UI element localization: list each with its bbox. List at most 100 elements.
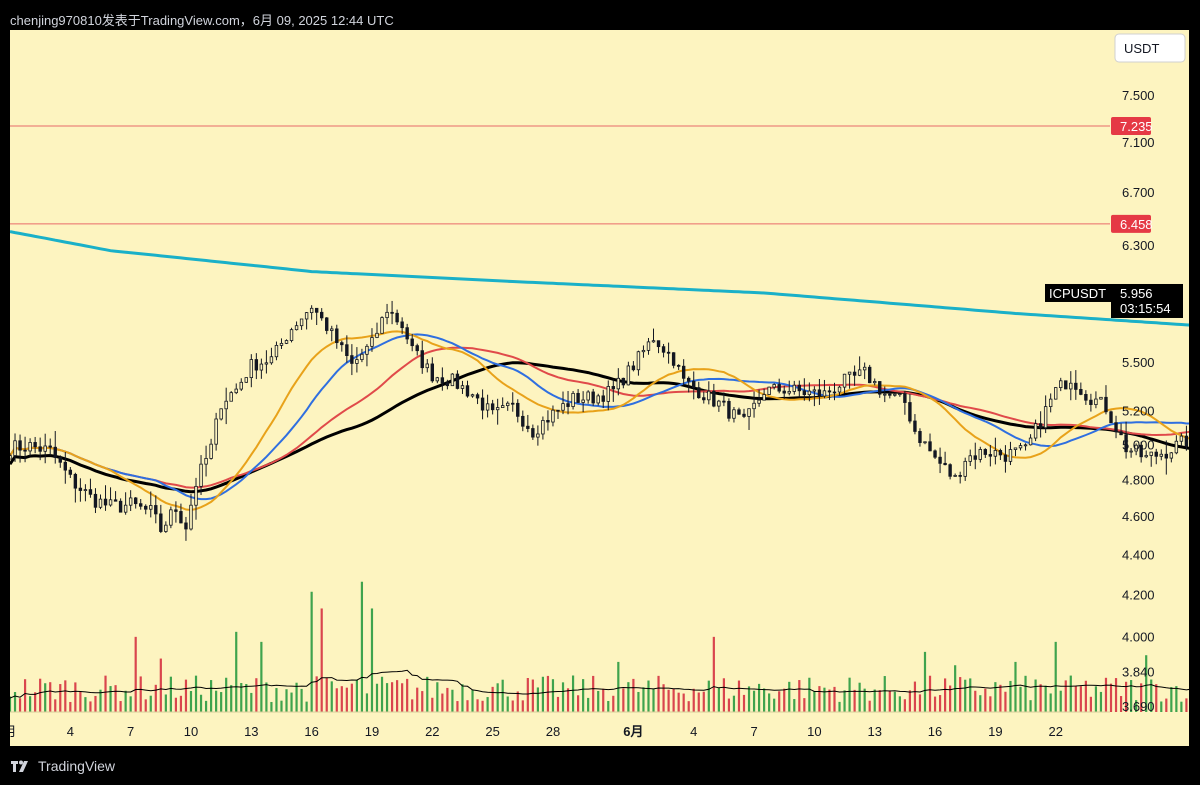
volume-bar — [1039, 684, 1042, 712]
candle-body — [697, 387, 701, 399]
volume-bar — [979, 695, 982, 712]
candle-body — [304, 312, 309, 320]
ma-60-line — [10, 346, 1189, 489]
candle-body — [661, 346, 666, 353]
volume-bar — [164, 694, 167, 712]
candlestick-chart[interactable]: 7.500 7.100 6.700 6.300 5.500 5.200 5.000 4.800… — [10, 30, 1189, 746]
volume-bar — [441, 693, 444, 712]
candle-body — [727, 400, 731, 419]
candle-body — [410, 338, 414, 347]
volume-bar — [959, 677, 962, 712]
volume-bar — [707, 680, 710, 712]
volume-bar — [59, 684, 62, 712]
volume-bar — [692, 688, 695, 712]
candle-body — [299, 318, 304, 327]
volume-bar — [184, 679, 188, 712]
candle-body — [1139, 444, 1143, 458]
volume-bar — [39, 678, 42, 712]
candle-body — [224, 400, 228, 410]
candle-body — [475, 394, 480, 399]
candle-body — [1159, 453, 1163, 457]
volume-bar — [94, 695, 97, 712]
tradingview-logo-icon — [11, 760, 28, 772]
volume-bar — [1004, 691, 1007, 712]
volume-bar — [235, 631, 238, 712]
volume-bar — [903, 699, 906, 712]
volume-bar — [481, 700, 484, 712]
volume-bar — [406, 678, 409, 712]
candle-body — [500, 405, 505, 408]
candle-body — [335, 328, 339, 344]
candle-body — [325, 317, 329, 331]
volume-bar — [1150, 679, 1153, 712]
volume-bar — [622, 688, 625, 712]
level-badge-label: 6.458 — [1120, 217, 1153, 232]
candle-body — [490, 403, 495, 411]
candle-body — [264, 362, 269, 365]
volume-bar — [370, 608, 374, 712]
candle-body — [712, 390, 716, 407]
volume-bar — [883, 676, 886, 712]
volume-bar — [677, 692, 680, 712]
candle-body — [390, 311, 394, 314]
volume-bar — [984, 688, 987, 712]
candle-body — [445, 382, 450, 387]
volume-bar — [1014, 661, 1017, 712]
volume-bar — [199, 694, 203, 712]
volume-bar — [1160, 701, 1163, 712]
candle-body — [792, 384, 796, 392]
candle-body — [963, 460, 967, 477]
volume-bar — [260, 641, 263, 712]
volume-bar — [350, 683, 353, 712]
candle-body — [1164, 453, 1169, 459]
price-tick-label: 7.500 — [1122, 88, 1155, 103]
volume-bar — [662, 684, 665, 712]
price-tick-label: 4.600 — [1122, 509, 1155, 524]
volume-bar — [1009, 680, 1012, 712]
candle-body — [1043, 406, 1048, 429]
last-price-value: 5.956 — [1120, 286, 1153, 301]
volume-bar — [571, 675, 575, 712]
candle-body — [189, 504, 193, 530]
candle-body — [913, 420, 917, 432]
candle-body — [878, 381, 882, 395]
candle-body — [807, 390, 812, 396]
candle-body — [1119, 431, 1123, 436]
candle-body — [626, 365, 631, 386]
chart-attribution: chenjing970810发表于TradingView.com，6月 09, … — [10, 13, 394, 28]
candle-body — [511, 402, 515, 405]
candle-body — [621, 377, 626, 386]
candle-body — [812, 389, 817, 392]
volume-bar — [255, 678, 258, 712]
volume-bar — [1155, 684, 1158, 712]
last-price-badge — [1111, 283, 1183, 318]
volume-bar — [1064, 680, 1067, 712]
volume-bar — [401, 683, 404, 712]
volume-bar — [818, 686, 821, 712]
candle-body — [611, 386, 615, 390]
volume-bar — [431, 697, 434, 712]
x-tick-label: 7 — [127, 724, 134, 739]
volume-bar — [516, 691, 519, 712]
candle-body — [33, 442, 37, 448]
x-tick-label: 22 — [425, 724, 439, 739]
ma-100-line — [10, 361, 1189, 494]
volume-bar — [506, 696, 509, 712]
candle-body — [938, 456, 942, 464]
candle-body — [606, 386, 610, 402]
volume-bar — [416, 687, 419, 712]
candle-body — [159, 513, 163, 532]
candle-body — [365, 345, 369, 355]
countdown-label: 03:15:54 — [1120, 301, 1171, 316]
candle-body — [18, 440, 22, 451]
volume-bar — [918, 694, 922, 712]
candle-body — [1109, 411, 1113, 424]
candle-body — [687, 377, 691, 382]
candle-body — [229, 392, 233, 402]
candle-body — [1089, 399, 1093, 405]
candle-body — [244, 377, 248, 383]
chart-panel[interactable]: 7.500 7.100 6.700 6.300 5.500 5.200 5.000 4.800… — [10, 30, 1189, 746]
candle-body — [259, 363, 264, 371]
volume-bar — [69, 701, 72, 712]
volume-bar — [466, 700, 469, 712]
